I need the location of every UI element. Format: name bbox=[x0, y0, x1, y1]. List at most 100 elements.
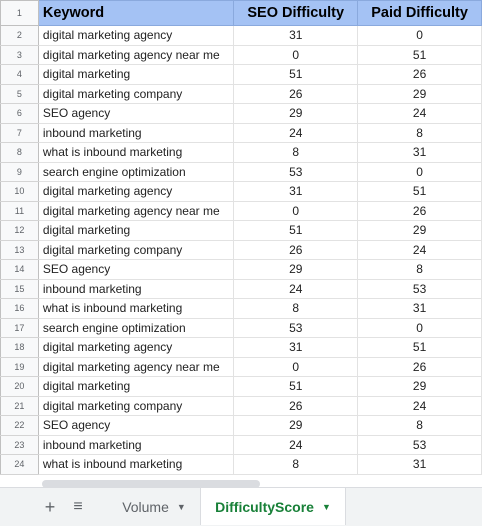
paid-difficulty-cell[interactable]: 31 bbox=[357, 298, 482, 319]
row-number[interactable]: 13 bbox=[0, 239, 39, 260]
seo-difficulty-cell[interactable]: 0 bbox=[233, 44, 359, 65]
seo-difficulty-cell[interactable]: 29 bbox=[233, 103, 359, 124]
keyword-cell[interactable]: digital marketing agency near me bbox=[37, 200, 235, 221]
row-number[interactable]: 3 bbox=[0, 44, 39, 65]
row-number[interactable]: 18 bbox=[0, 337, 39, 358]
keyword-cell[interactable]: digital marketing agency near me bbox=[37, 44, 235, 65]
paid-difficulty-cell[interactable]: 31 bbox=[357, 142, 482, 163]
keyword-cell[interactable]: digital marketing company bbox=[37, 83, 235, 104]
row-number[interactable]: 12 bbox=[0, 220, 39, 241]
row-number[interactable]: 19 bbox=[0, 356, 39, 377]
keyword-cell[interactable]: inbound marketing bbox=[37, 122, 235, 143]
keyword-cell[interactable]: digital marketing agency bbox=[37, 25, 235, 46]
keyword-cell[interactable]: what is inbound marketing bbox=[37, 454, 235, 475]
keyword-cell[interactable]: SEO agency bbox=[37, 103, 235, 124]
paid-difficulty-cell[interactable]: 24 bbox=[357, 239, 482, 260]
seo-difficulty-cell[interactable]: 53 bbox=[233, 317, 359, 338]
keyword-cell[interactable]: inbound marketing bbox=[37, 278, 235, 299]
seo-difficulty-cell[interactable]: 26 bbox=[233, 395, 359, 416]
paid-difficulty-cell[interactable]: 8 bbox=[357, 122, 482, 143]
row-number[interactable]: 9 bbox=[0, 161, 39, 182]
row-number[interactable]: 6 bbox=[0, 103, 39, 124]
row-number[interactable]: 16 bbox=[0, 298, 39, 319]
seo-difficulty-cell[interactable]: 26 bbox=[233, 239, 359, 260]
keyword-cell[interactable]: what is inbound marketing bbox=[37, 142, 235, 163]
seo-difficulty-cell[interactable]: 31 bbox=[233, 25, 359, 46]
paid-difficulty-cell[interactable]: 51 bbox=[357, 337, 482, 358]
paid-difficulty-cell[interactable]: 0 bbox=[357, 317, 482, 338]
row-number[interactable]: 7 bbox=[0, 122, 39, 143]
horizontal-scrollbar[interactable] bbox=[42, 480, 260, 488]
seo-difficulty-cell[interactable]: 8 bbox=[233, 454, 359, 475]
keyword-cell[interactable]: what is inbound marketing bbox=[37, 298, 235, 319]
seo-difficulty-cell[interactable]: 31 bbox=[233, 181, 359, 202]
keyword-cell[interactable]: digital marketing bbox=[37, 64, 235, 85]
seo-difficulty-cell[interactable]: 8 bbox=[233, 298, 359, 319]
row-number[interactable]: 5 bbox=[0, 83, 39, 104]
keyword-cell[interactable]: digital marketing company bbox=[37, 395, 235, 416]
header-seo-difficulty[interactable]: SEO Difficulty bbox=[233, 0, 359, 26]
keyword-cell[interactable]: digital marketing agency near me bbox=[37, 356, 235, 377]
paid-difficulty-cell[interactable]: 26 bbox=[357, 356, 482, 377]
seo-difficulty-cell[interactable]: 8 bbox=[233, 142, 359, 163]
tab-volume[interactable]: Volume ▼ bbox=[108, 488, 200, 525]
paid-difficulty-cell[interactable]: 8 bbox=[357, 415, 482, 436]
seo-difficulty-cell[interactable]: 51 bbox=[233, 376, 359, 397]
keyword-cell[interactable]: digital marketing bbox=[37, 376, 235, 397]
row-number[interactable]: 15 bbox=[0, 278, 39, 299]
row-number[interactable]: 4 bbox=[0, 64, 39, 85]
paid-difficulty-cell[interactable]: 26 bbox=[357, 200, 482, 221]
row-number[interactable]: 11 bbox=[0, 200, 39, 221]
row-number[interactable]: 10 bbox=[0, 181, 39, 202]
seo-difficulty-cell[interactable]: 24 bbox=[233, 278, 359, 299]
row-number[interactable]: 24 bbox=[0, 454, 39, 475]
paid-difficulty-cell[interactable]: 53 bbox=[357, 434, 482, 455]
tab-difficultyscore[interactable]: DifficultyScore ▼ bbox=[200, 488, 346, 525]
seo-difficulty-cell[interactable]: 0 bbox=[233, 200, 359, 221]
paid-difficulty-cell[interactable]: 0 bbox=[357, 161, 482, 182]
seo-difficulty-cell[interactable]: 0 bbox=[233, 356, 359, 377]
paid-difficulty-cell[interactable]: 24 bbox=[357, 103, 482, 124]
seo-difficulty-cell[interactable]: 24 bbox=[233, 434, 359, 455]
paid-difficulty-cell[interactable]: 51 bbox=[357, 44, 482, 65]
paid-difficulty-cell[interactable]: 0 bbox=[357, 25, 482, 46]
paid-difficulty-cell[interactable]: 24 bbox=[357, 395, 482, 416]
seo-difficulty-cell[interactable]: 51 bbox=[233, 64, 359, 85]
seo-difficulty-cell[interactable]: 24 bbox=[233, 122, 359, 143]
keyword-cell[interactable]: SEO agency bbox=[37, 415, 235, 436]
seo-difficulty-cell[interactable]: 31 bbox=[233, 337, 359, 358]
paid-difficulty-cell[interactable]: 29 bbox=[357, 83, 482, 104]
header-paid-difficulty[interactable]: Paid Difficulty bbox=[357, 0, 482, 26]
row-number[interactable]: 2 bbox=[0, 25, 39, 46]
keyword-cell[interactable]: digital marketing company bbox=[37, 239, 235, 260]
row-number[interactable]: 21 bbox=[0, 395, 39, 416]
seo-difficulty-cell[interactable]: 26 bbox=[233, 83, 359, 104]
keyword-cell[interactable]: inbound marketing bbox=[37, 434, 235, 455]
seo-difficulty-cell[interactable]: 29 bbox=[233, 415, 359, 436]
keyword-cell[interactable]: digital marketing bbox=[37, 220, 235, 241]
paid-difficulty-cell[interactable]: 8 bbox=[357, 259, 482, 280]
paid-difficulty-cell[interactable]: 29 bbox=[357, 376, 482, 397]
keyword-cell[interactable]: search engine optimization bbox=[37, 317, 235, 338]
paid-difficulty-cell[interactable]: 29 bbox=[357, 220, 482, 241]
row-number[interactable]: 23 bbox=[0, 434, 39, 455]
seo-difficulty-cell[interactable]: 29 bbox=[233, 259, 359, 280]
seo-difficulty-cell[interactable]: 51 bbox=[233, 220, 359, 241]
keyword-cell[interactable]: digital marketing agency bbox=[37, 181, 235, 202]
paid-difficulty-cell[interactable]: 51 bbox=[357, 181, 482, 202]
seo-difficulty-cell[interactable]: 53 bbox=[233, 161, 359, 182]
row-number[interactable]: 14 bbox=[0, 259, 39, 280]
keyword-cell[interactable]: SEO agency bbox=[37, 259, 235, 280]
keyword-cell[interactable]: search engine optimization bbox=[37, 161, 235, 182]
paid-difficulty-cell[interactable]: 31 bbox=[357, 454, 482, 475]
keyword-cell[interactable]: digital marketing agency bbox=[37, 337, 235, 358]
all-sheets-icon[interactable]: ≡ bbox=[73, 498, 83, 515]
row-number[interactable]: 8 bbox=[0, 142, 39, 163]
header-keyword[interactable]: Keyword bbox=[37, 0, 235, 26]
row-number[interactable]: 20 bbox=[0, 376, 39, 397]
paid-difficulty-cell[interactable]: 53 bbox=[357, 278, 482, 299]
row-number[interactable]: 22 bbox=[0, 415, 39, 436]
row-number[interactable]: 1 bbox=[0, 0, 39, 26]
plus-icon[interactable]: + bbox=[44, 496, 56, 517]
row-number[interactable]: 17 bbox=[0, 317, 39, 338]
